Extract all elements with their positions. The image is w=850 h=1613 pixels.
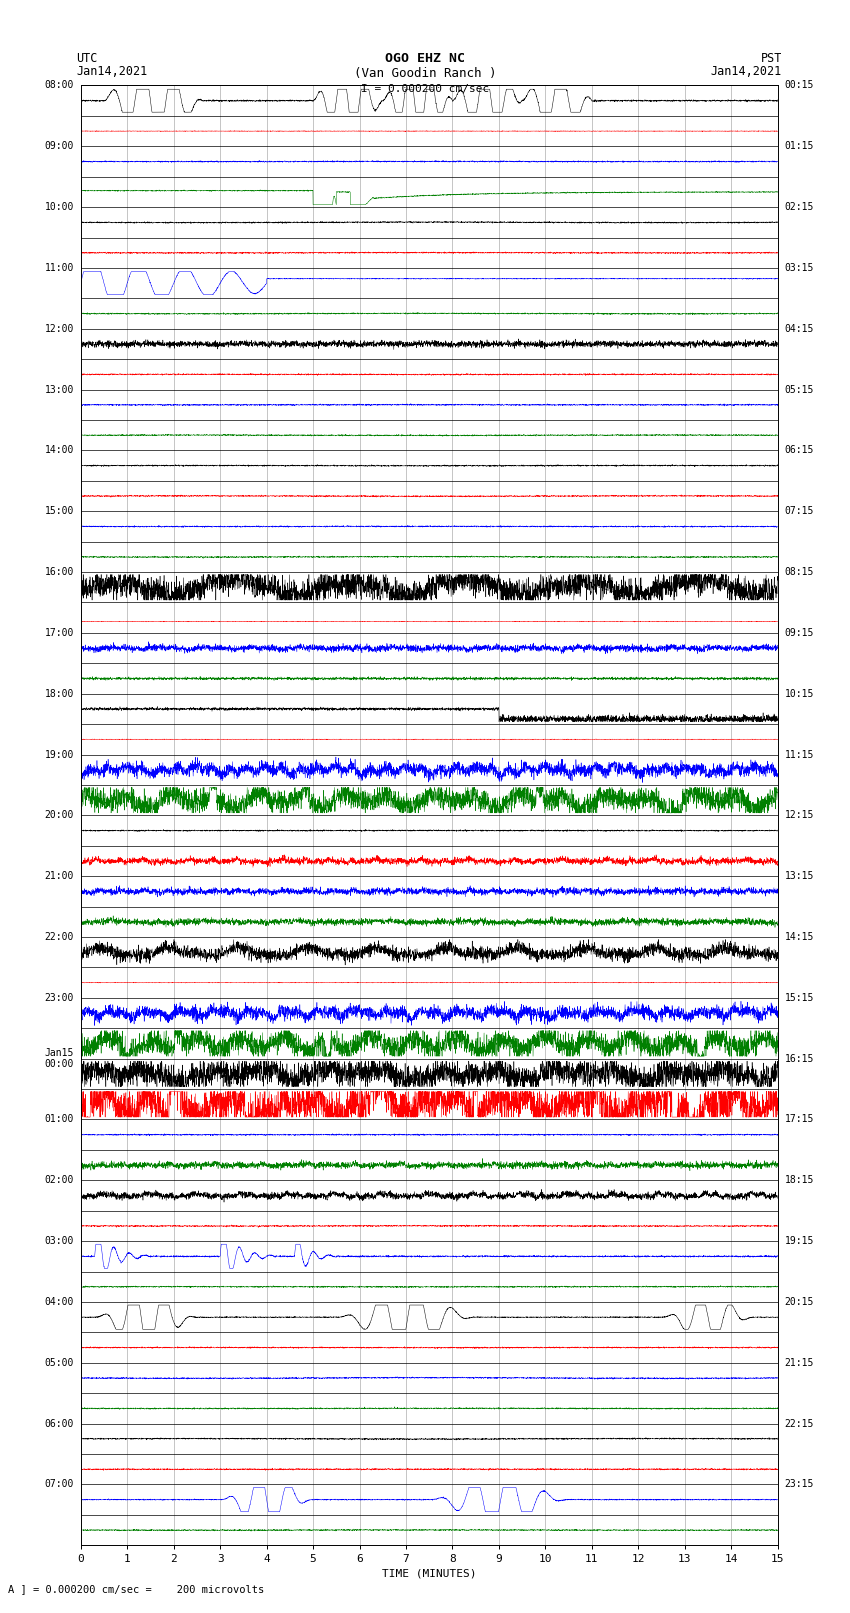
Text: 04:00: 04:00 bbox=[44, 1297, 74, 1307]
Text: 12:15: 12:15 bbox=[785, 810, 814, 821]
Text: 10:00: 10:00 bbox=[44, 202, 74, 213]
Text: Jan15
00:00: Jan15 00:00 bbox=[44, 1048, 74, 1069]
Text: 04:15: 04:15 bbox=[785, 324, 814, 334]
Text: 00:15: 00:15 bbox=[785, 81, 814, 90]
Text: 11:15: 11:15 bbox=[785, 750, 814, 760]
Text: 02:00: 02:00 bbox=[44, 1176, 74, 1186]
Text: 05:15: 05:15 bbox=[785, 384, 814, 395]
Text: 22:15: 22:15 bbox=[785, 1418, 814, 1429]
Text: 07:00: 07:00 bbox=[44, 1479, 74, 1489]
Text: 18:00: 18:00 bbox=[44, 689, 74, 698]
Text: 17:15: 17:15 bbox=[785, 1115, 814, 1124]
Text: 15:00: 15:00 bbox=[44, 506, 74, 516]
X-axis label: TIME (MINUTES): TIME (MINUTES) bbox=[382, 1568, 477, 1579]
Text: OGO EHZ NC: OGO EHZ NC bbox=[385, 52, 465, 65]
Text: 10:15: 10:15 bbox=[785, 689, 814, 698]
Text: 21:15: 21:15 bbox=[785, 1358, 814, 1368]
Text: 18:15: 18:15 bbox=[785, 1176, 814, 1186]
Text: 15:15: 15:15 bbox=[785, 994, 814, 1003]
Text: 03:00: 03:00 bbox=[44, 1236, 74, 1247]
Text: A ] = 0.000200 cm/sec =    200 microvolts: A ] = 0.000200 cm/sec = 200 microvolts bbox=[8, 1584, 264, 1594]
Text: Jan14,2021: Jan14,2021 bbox=[76, 65, 148, 77]
Text: 19:00: 19:00 bbox=[44, 750, 74, 760]
Text: 20:00: 20:00 bbox=[44, 810, 74, 821]
Text: 17:00: 17:00 bbox=[44, 627, 74, 637]
Text: 23:00: 23:00 bbox=[44, 994, 74, 1003]
Text: 11:00: 11:00 bbox=[44, 263, 74, 273]
Text: 20:15: 20:15 bbox=[785, 1297, 814, 1307]
Text: 13:00: 13:00 bbox=[44, 384, 74, 395]
Text: UTC: UTC bbox=[76, 52, 98, 65]
Text: 22:00: 22:00 bbox=[44, 932, 74, 942]
Text: 08:15: 08:15 bbox=[785, 568, 814, 577]
Text: 05:00: 05:00 bbox=[44, 1358, 74, 1368]
Text: 16:15: 16:15 bbox=[785, 1053, 814, 1063]
Text: 01:15: 01:15 bbox=[785, 142, 814, 152]
Text: 19:15: 19:15 bbox=[785, 1236, 814, 1247]
Text: I = 0.000200 cm/sec: I = 0.000200 cm/sec bbox=[361, 84, 489, 94]
Text: 02:15: 02:15 bbox=[785, 202, 814, 213]
Text: 14:00: 14:00 bbox=[44, 445, 74, 455]
Text: 13:15: 13:15 bbox=[785, 871, 814, 881]
Text: 09:15: 09:15 bbox=[785, 627, 814, 637]
Text: 09:00: 09:00 bbox=[44, 142, 74, 152]
Text: 08:00: 08:00 bbox=[44, 81, 74, 90]
Text: PST: PST bbox=[761, 52, 782, 65]
Text: 03:15: 03:15 bbox=[785, 263, 814, 273]
Text: 06:00: 06:00 bbox=[44, 1418, 74, 1429]
Text: 06:15: 06:15 bbox=[785, 445, 814, 455]
Text: 12:00: 12:00 bbox=[44, 324, 74, 334]
Text: 23:15: 23:15 bbox=[785, 1479, 814, 1489]
Text: Jan14,2021: Jan14,2021 bbox=[711, 65, 782, 77]
Text: 14:15: 14:15 bbox=[785, 932, 814, 942]
Text: 07:15: 07:15 bbox=[785, 506, 814, 516]
Text: 01:00: 01:00 bbox=[44, 1115, 74, 1124]
Text: 16:00: 16:00 bbox=[44, 568, 74, 577]
Text: (Van Goodin Ranch ): (Van Goodin Ranch ) bbox=[354, 66, 496, 79]
Text: 21:00: 21:00 bbox=[44, 871, 74, 881]
